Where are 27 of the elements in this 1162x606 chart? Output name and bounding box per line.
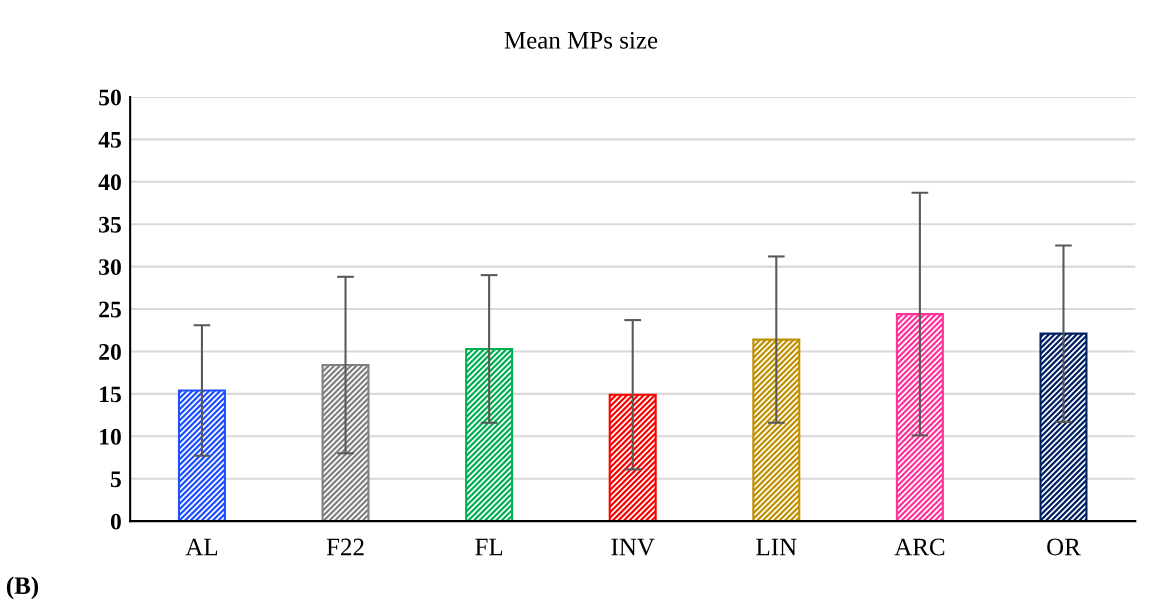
bar (895, 313, 944, 522)
bar (321, 364, 370, 522)
y-tick-label: 20 (99, 343, 121, 360)
y-tick-label: 30 (99, 259, 121, 276)
y-tick-label: 5 (110, 471, 121, 488)
x-tick-label: INV (611, 538, 655, 556)
y-tick-label: 0 (110, 513, 121, 530)
y-tick-label: 35 (99, 216, 121, 233)
x-tick-label: ARC (894, 538, 945, 556)
y-tick-label: 50 (99, 89, 121, 106)
bar (465, 347, 514, 522)
y-tick-label: 10 (100, 428, 121, 445)
x-tick-label: AL (185, 538, 218, 556)
x-tick-label: LIN (756, 538, 797, 556)
chart-title: Mean MPs size (504, 31, 658, 49)
bar (1039, 332, 1088, 522)
y-tick-label: 25 (99, 301, 121, 318)
y-tick-label: 45 (98, 132, 121, 148)
text: (B) (6, 576, 39, 600)
x-tick-label: OR (1047, 538, 1081, 556)
bar (177, 389, 226, 522)
x-tick-label: F22 (326, 538, 364, 556)
bar (608, 393, 657, 522)
y-tick-label: 15 (100, 386, 121, 403)
x-tick-label: FL (475, 538, 503, 556)
y-tick-label: 40 (98, 174, 121, 191)
bar (752, 338, 801, 522)
